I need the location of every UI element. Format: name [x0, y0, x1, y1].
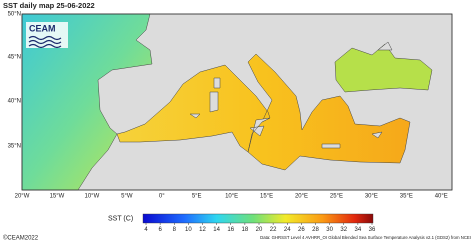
copyright: ©CEAM2022 — [3, 235, 39, 242]
lon-label: 40°E — [435, 194, 448, 200]
lat-label: 35°N — [8, 144, 21, 150]
lon-label: 20°W — [15, 194, 30, 200]
colorbar-tick-label: 8 — [173, 227, 177, 233]
logo: CEAM — [29, 23, 56, 33]
colorbar-tick-label: 18 — [242, 227, 249, 233]
colorbar-tick-label: 34 — [355, 227, 362, 233]
lon-label: 35°E — [400, 194, 413, 200]
colorbar-tick-label: 32 — [340, 227, 347, 233]
black-sea — [334, 43, 433, 93]
lon-label: 0° — [159, 194, 165, 200]
lon-label: 25°E — [330, 194, 343, 200]
lon-label: 10°E — [225, 194, 238, 200]
lon-label: 5°W — [121, 194, 133, 200]
lon-label: 30°E — [365, 194, 378, 200]
colorbar-tick-label: 4 — [144, 227, 148, 233]
logo-waves — [28, 35, 62, 49]
colorbar — [142, 213, 374, 224]
lat-label: 40°N — [8, 99, 21, 105]
lon-label: 15°E — [260, 194, 273, 200]
lon-label: 15°W — [50, 194, 65, 200]
colorbar-tick-label: 26 — [298, 227, 305, 233]
colorbar-tick-label: 10 — [185, 227, 192, 233]
colorbar-tick-label: 14 — [213, 227, 220, 233]
lat-label: 50°N — [8, 12, 21, 18]
source: Data: GHRSST Level 4 AVHRR_OI Global Ble… — [260, 235, 471, 240]
colorbar-tick-label: 12 — [199, 227, 206, 233]
logo-box — [26, 22, 68, 48]
colorbar-tick-label: 20 — [256, 227, 263, 233]
map-frame — [21, 13, 453, 191]
lon-label: 10°W — [85, 194, 100, 200]
colorbar-tick-label: 30 — [326, 227, 333, 233]
map: CEAM — [21, 13, 453, 191]
colorbar-tick-label: 24 — [284, 227, 291, 233]
colorbar-tick-label: 16 — [227, 227, 234, 233]
lat-label: 45°N — [8, 55, 21, 61]
colorbar-label: SST (C) — [108, 215, 133, 222]
atlantic — [21, 13, 153, 191]
crimea — [377, 41, 393, 51]
islands — [189, 77, 383, 153]
title: SST daily map 25-06-2022 — [3, 1, 95, 10]
colorbar-tick-label: 22 — [270, 227, 277, 233]
lon-label: 5°E — [192, 194, 202, 200]
colorbar-tick-label: 36 — [369, 227, 376, 233]
colorbar-tick-label: 6 — [158, 227, 162, 233]
lon-label: 20°E — [295, 194, 308, 200]
colorbar-tick-label: 28 — [312, 227, 319, 233]
